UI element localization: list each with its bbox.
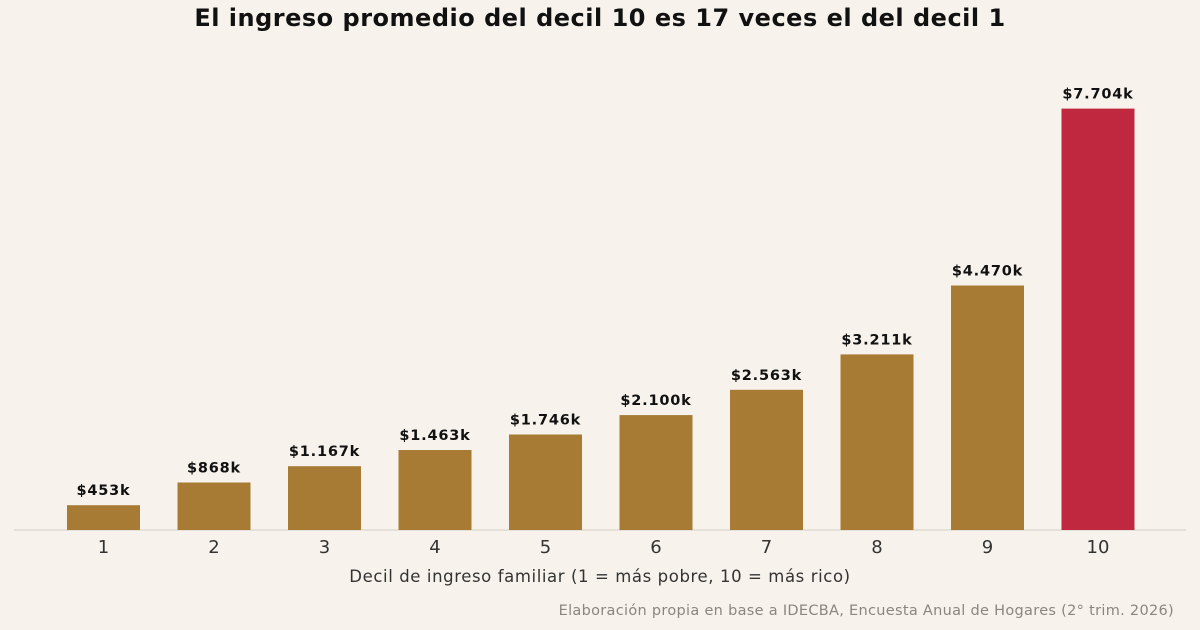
value-label-decil-6: $2.100k — [620, 393, 691, 409]
x-tick-label-8: 8 — [871, 537, 882, 558]
value-label-decil-5: $1.746k — [510, 413, 581, 429]
value-label-decil-7: $2.563k — [731, 368, 802, 384]
bar-decil-5 — [509, 434, 582, 530]
x-axis-label: Decil de ingreso familiar (1 = más pobre… — [349, 567, 850, 586]
value-label-decil-1: $453k — [77, 483, 131, 499]
value-labels-group: $453k $868k $1.167k $1.463k $1.746k $2.100k $2… — [77, 87, 1133, 500]
bar-decil-7 — [730, 389, 803, 530]
bar-decil-3 — [288, 466, 361, 530]
bar-decil-1 — [67, 505, 140, 530]
x-tick-label-4: 4 — [429, 537, 440, 558]
bars-group — [67, 108, 1135, 530]
value-label-decil-4: $1.463k — [399, 428, 470, 444]
source-note: Elaboración propia en base a IDECBA, Enc… — [558, 603, 1174, 619]
bar-decil-10 — [1061, 108, 1135, 530]
x-tick-label-5: 5 — [540, 537, 551, 558]
x-ticks-group: 1 2 3 4 5 6 7 8 9 10 — [98, 537, 1110, 558]
bar-decil-6 — [619, 415, 693, 530]
bar-decil-8 — [840, 354, 914, 530]
x-tick-label-7: 7 — [761, 537, 772, 558]
bar-decil-9 — [951, 285, 1024, 530]
bar-decil-4 — [398, 450, 472, 530]
x-tick-label-1: 1 — [98, 537, 109, 558]
value-label-decil-8: $3.211k — [841, 332, 912, 348]
x-tick-label-6: 6 — [650, 537, 661, 558]
x-tick-label-3: 3 — [319, 537, 330, 558]
chart-title: El ingreso promedio del decil 10 es 17 v… — [194, 4, 1006, 32]
x-tick-label-9: 9 — [982, 537, 993, 558]
x-tick-label-10: 10 — [1087, 537, 1110, 558]
bar-decil-2 — [177, 482, 251, 530]
value-label-decil-3: $1.167k — [289, 444, 360, 460]
x-tick-label-2: 2 — [208, 537, 219, 558]
value-label-decil-2: $868k — [187, 461, 241, 477]
value-label-decil-10: $7.704k — [1062, 87, 1133, 103]
value-label-decil-9: $4.470k — [952, 264, 1023, 280]
